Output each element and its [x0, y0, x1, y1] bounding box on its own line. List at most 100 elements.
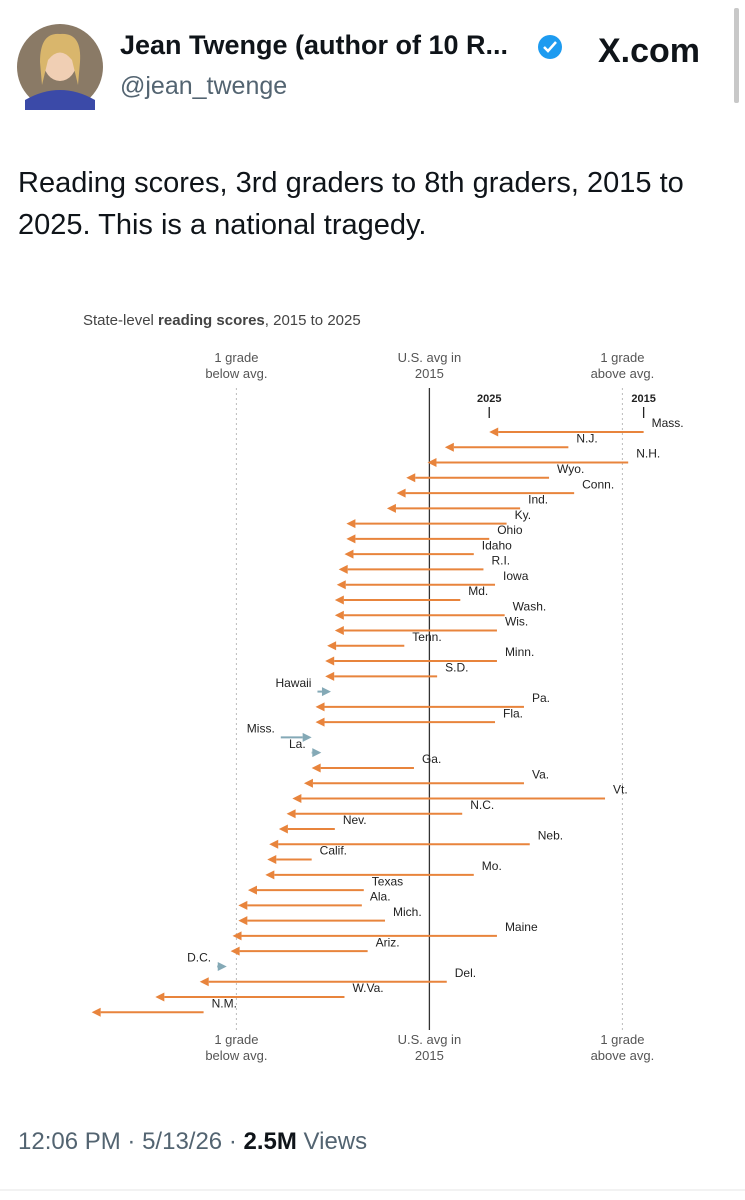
- arrow-head: [346, 519, 356, 529]
- arrow-head: [247, 885, 257, 895]
- arrow-head: [321, 687, 331, 697]
- state-label: D.C.: [187, 951, 211, 965]
- state-label: Ariz.: [376, 935, 400, 949]
- arrow-head: [312, 748, 322, 758]
- state-label: Conn.: [582, 477, 614, 491]
- arrow-head: [230, 946, 240, 956]
- arrow-head: [315, 717, 325, 727]
- state-label: La.: [289, 737, 306, 751]
- arrow-head: [315, 702, 325, 712]
- arrow-head: [334, 610, 344, 620]
- state-label: N.J.: [576, 431, 597, 445]
- state-label: Ind.: [528, 493, 548, 507]
- state-label: Iowa: [503, 569, 529, 583]
- arrow-head: [292, 793, 302, 803]
- arrow-head: [217, 961, 227, 971]
- state-label: Mich.: [393, 905, 422, 919]
- arrow-head: [311, 763, 321, 773]
- state-label: S.D.: [445, 660, 468, 674]
- state-label: Pa.: [532, 691, 550, 705]
- state-label: Wash.: [513, 599, 547, 613]
- series-label: 2015: [631, 393, 655, 405]
- arrow-head: [396, 488, 406, 498]
- state-label: Miss.: [247, 722, 275, 736]
- arrow-head: [265, 870, 275, 880]
- arrow-head: [386, 503, 396, 513]
- arrow-head: [334, 626, 344, 636]
- author-name[interactable]: Jean Twenge (author of 10 R...: [120, 30, 509, 60]
- handle[interactable]: @jean_twenge: [120, 72, 288, 100]
- state-label: Neb.: [538, 828, 563, 842]
- state-label: Wyo.: [557, 462, 584, 476]
- footer: 12:06 PM · 5/13/26 · 2.5M Views: [18, 1128, 367, 1156]
- arrow-head: [489, 427, 499, 437]
- arrow-head: [278, 824, 288, 834]
- arrow-head: [327, 641, 337, 651]
- state-label: Md.: [468, 584, 488, 598]
- chart-title: State-level reading scores, 2015 to 2025: [83, 312, 361, 329]
- arrow-head: [344, 549, 354, 559]
- state-label: Calif.: [320, 844, 347, 858]
- x-tick-label: 1 grade below avg.: [205, 1032, 268, 1063]
- state-label: Texas: [372, 874, 403, 888]
- state-label: Ala.: [370, 890, 391, 904]
- arrow-head: [406, 473, 416, 483]
- sep: ·: [228, 1128, 237, 1155]
- arrow-head: [199, 977, 209, 987]
- verified-check: [543, 41, 557, 53]
- state-label: Mass.: [652, 416, 684, 430]
- x-tick-label: 1 grade above avg.: [590, 350, 655, 381]
- arrow-head: [303, 778, 313, 788]
- state-label: Va.: [532, 767, 549, 781]
- state-label: Wis.: [505, 615, 528, 629]
- arrow-head: [325, 656, 335, 666]
- x-tick-label: 1 grade below avg.: [205, 350, 268, 381]
- title-part: reading scores: [158, 312, 265, 329]
- arrow-head: [346, 534, 356, 544]
- x-tick-label: U.S. avg in 2015: [397, 1032, 462, 1063]
- state-label: Nev.: [343, 813, 367, 827]
- state-label: N.C.: [470, 798, 494, 812]
- arrow-head: [286, 809, 296, 819]
- views[interactable]: 2.5M: [243, 1128, 297, 1155]
- state-label: Ga.: [422, 752, 441, 766]
- avatar-shirt: [25, 90, 95, 110]
- time: 12:06 PM: [18, 1128, 121, 1155]
- x-tick-label: U.S. avg in 2015: [397, 350, 462, 381]
- arrow-head: [238, 900, 248, 910]
- avatar-hair: [40, 33, 81, 85]
- arrow-head: [444, 442, 454, 452]
- state-label: Mo.: [482, 859, 502, 873]
- state-label: Maine: [505, 920, 538, 934]
- state-label: Minn.: [505, 645, 534, 659]
- plot: 2015 2025 Mass. N.J. N.H. Wyo.Conn. Ind.Ky.Ohi…: [91, 388, 684, 1030]
- arrow-head: [267, 855, 277, 865]
- views-label: Views: [303, 1128, 368, 1155]
- arrow-head: [325, 671, 335, 681]
- scrollbar: [734, 8, 739, 103]
- series-label: 2025: [477, 393, 501, 405]
- arrow-head: [336, 580, 346, 590]
- tweet-text: Reading scores, 3rd graders to 8th grade…: [18, 167, 684, 241]
- state-label: Tenn.: [412, 630, 441, 644]
- title-part: , 2015 to 2025: [264, 312, 361, 329]
- date: 5/13/26: [142, 1128, 223, 1155]
- state-label: N.M.: [212, 996, 237, 1010]
- state-label: Idaho: [482, 538, 512, 552]
- state-label: Vt.: [613, 783, 628, 797]
- arrow-head: [302, 732, 312, 742]
- arrow-head: [238, 916, 248, 926]
- arrow-head: [91, 1007, 101, 1017]
- state-label: Del.: [455, 966, 476, 980]
- arrow-head: [232, 931, 242, 941]
- title-part: State-level: [83, 312, 159, 329]
- state-label: Hawaii: [275, 676, 311, 690]
- state-label: Ky.: [515, 508, 531, 522]
- arrow-head: [155, 992, 165, 1002]
- site-logo: X.com: [598, 32, 701, 70]
- arrow-head: [269, 839, 279, 849]
- arrow-head: [427, 458, 437, 468]
- x-tick-label: 1 grade above avg.: [590, 1032, 655, 1063]
- state-label: N.H.: [636, 447, 660, 461]
